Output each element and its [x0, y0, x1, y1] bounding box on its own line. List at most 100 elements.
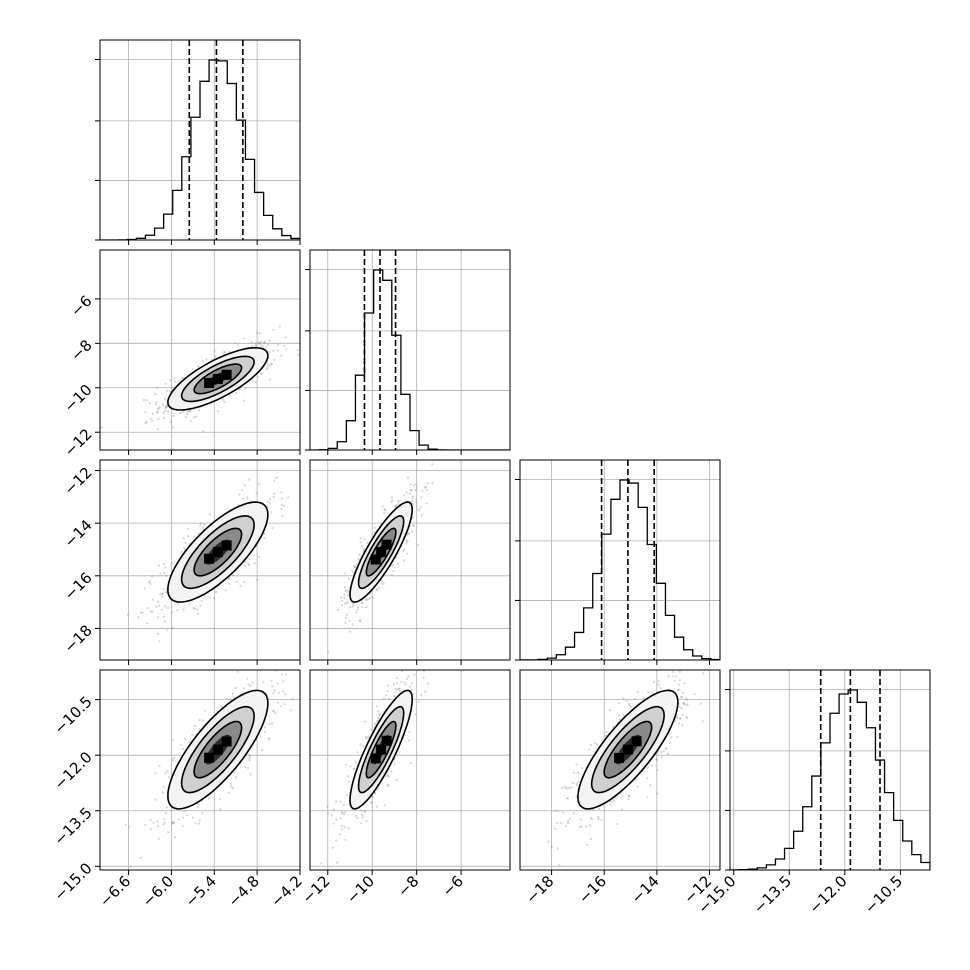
- sample-point: [129, 865, 132, 868]
- sample-point: [393, 762, 396, 766]
- sample-point: [612, 725, 615, 729]
- sample-point: [259, 343, 262, 347]
- sample-point: [215, 591, 218, 594]
- panel-frame: [99, 459, 301, 661]
- sample-point: [263, 730, 267, 734]
- sample-point: [235, 391, 238, 394]
- sample-point: [280, 673, 284, 676]
- sample-point: [353, 564, 356, 567]
- sample-point: [303, 339, 305, 341]
- sample-point: [268, 723, 271, 726]
- sample-point: [243, 564, 246, 568]
- sample-point: [241, 489, 244, 492]
- sample-point: [577, 771, 580, 774]
- sample-point: [411, 497, 415, 500]
- sample-point: [676, 688, 680, 692]
- sample-point: [144, 824, 147, 827]
- sample-point: [348, 606, 352, 609]
- panel-2-1: [309, 459, 511, 665]
- sample-point: [365, 737, 368, 740]
- sample-point: [154, 392, 157, 396]
- sample-point: [161, 592, 164, 595]
- sample-point: [353, 565, 356, 569]
- sample-point: [365, 606, 368, 609]
- sample-point: [412, 484, 415, 487]
- density-peak-cell: [221, 736, 232, 747]
- sample-point: [576, 781, 580, 784]
- panel-0-0: [95, 39, 301, 245]
- sample-point: [272, 709, 275, 712]
- sample-point: [366, 542, 369, 545]
- sample-point: [264, 346, 267, 350]
- sample-point: [181, 824, 185, 828]
- sample-point: [342, 803, 345, 807]
- panel-frame: [519, 459, 721, 661]
- sample-point: [154, 772, 157, 775]
- x-tick-label: −6.0: [139, 872, 177, 910]
- panel-frame: [99, 669, 301, 871]
- sample-point: [156, 410, 159, 413]
- sample-point: [390, 770, 393, 773]
- sample-point: [242, 687, 245, 690]
- density-peak-cell: [212, 744, 223, 755]
- sample-point: [677, 683, 681, 686]
- sample-point: [396, 688, 399, 691]
- sample-point: [622, 714, 626, 717]
- sample-point: [415, 504, 418, 507]
- sample-point: [416, 508, 419, 511]
- x-tick-label: −12.0: [805, 872, 850, 917]
- sample-point: [161, 592, 164, 596]
- density-peak-cell: [614, 752, 625, 763]
- sample-point: [590, 817, 594, 821]
- sample-point: [344, 811, 347, 814]
- sample-point: [390, 496, 393, 499]
- sample-point: [248, 757, 251, 760]
- sample-point: [414, 489, 417, 492]
- sample-point: [250, 341, 253, 344]
- sample-point: [656, 769, 659, 772]
- sample-point: [361, 601, 364, 604]
- sample-point: [364, 810, 367, 813]
- sample-point: [394, 691, 397, 694]
- sample-point: [340, 599, 344, 602]
- sample-point: [556, 847, 560, 850]
- sample-point: [378, 587, 381, 590]
- sample-point: [159, 572, 162, 575]
- sample-point: [162, 403, 165, 406]
- sample-point: [554, 809, 557, 813]
- sample-point: [625, 700, 628, 703]
- sample-point: [283, 344, 286, 348]
- panel-frame: [309, 459, 511, 661]
- sample-point: [383, 804, 386, 807]
- sample-point: [228, 394, 231, 397]
- sample-point: [373, 722, 376, 725]
- density-peak-cell: [212, 547, 223, 558]
- sample-point: [652, 681, 656, 684]
- sample-point: [182, 747, 185, 751]
- sample-point: [164, 771, 167, 775]
- x-tick-label: −10.5: [861, 872, 906, 917]
- sample-point: [144, 421, 147, 424]
- sample-point: [363, 537, 366, 541]
- sample-point: [282, 690, 285, 693]
- sample-point: [275, 476, 278, 480]
- sample-point: [270, 511, 273, 514]
- sample-point: [253, 562, 256, 565]
- sample-point: [156, 386, 159, 389]
- sample-point: [193, 607, 196, 610]
- sample-point: [166, 389, 169, 392]
- sample-point: [397, 500, 400, 503]
- panel-2-0: [95, 459, 301, 665]
- sample-point: [271, 527, 274, 530]
- sample-point: [657, 680, 660, 683]
- sample-point: [166, 629, 169, 632]
- sample-point: [421, 489, 424, 492]
- sample-point: [347, 780, 351, 783]
- y-tick-label: −12: [61, 425, 96, 460]
- sample-point: [179, 743, 182, 746]
- sample-point: [188, 740, 191, 744]
- sample-point: [239, 584, 242, 587]
- sample-point: [321, 606, 323, 608]
- sample-point: [387, 783, 390, 786]
- sample-point: [162, 791, 165, 794]
